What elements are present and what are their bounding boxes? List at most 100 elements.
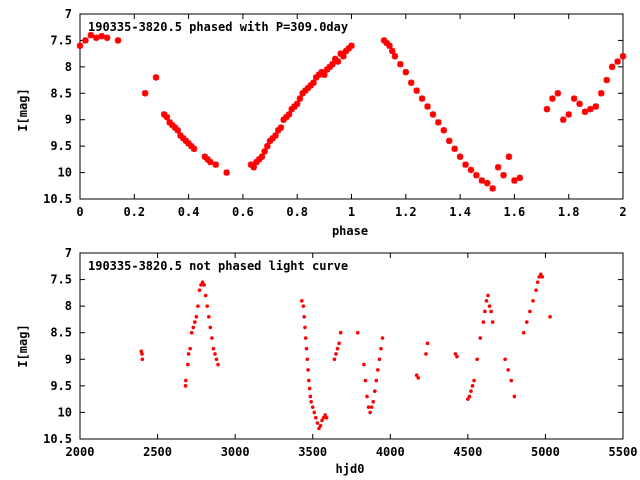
x-tick-label: 0.4	[178, 205, 200, 219]
data-point	[543, 105, 551, 113]
data-point	[197, 288, 202, 293]
data-point	[285, 111, 293, 118]
data-point	[310, 79, 317, 86]
x-tick-label: 3000	[221, 445, 250, 459]
data-point	[320, 418, 324, 423]
data-point	[525, 320, 529, 324]
data-point	[366, 405, 371, 409]
data-point	[506, 368, 510, 372]
chart-title: 190335-3820.5 phased with P=309.0day	[88, 20, 348, 34]
data-point	[210, 336, 214, 340]
data-point	[314, 415, 318, 420]
data-point	[429, 111, 437, 118]
data-point	[213, 352, 217, 356]
data-point	[540, 275, 545, 279]
data-point	[416, 376, 421, 380]
data-point	[365, 394, 369, 399]
y-tick-label: 10.5	[43, 432, 72, 446]
data-point	[614, 58, 621, 65]
data-point	[309, 400, 313, 404]
data-point	[332, 357, 337, 362]
data-point	[321, 71, 328, 78]
data-point	[374, 378, 379, 383]
x-tick-label: 5000	[531, 445, 560, 459]
y-tick-label: 9.5	[50, 139, 72, 153]
data-point	[565, 111, 572, 118]
data-point	[296, 95, 304, 102]
data-point	[202, 283, 206, 287]
y-tick-label: 10	[58, 166, 72, 180]
data-point	[196, 304, 200, 308]
data-point	[261, 148, 268, 155]
data-point	[489, 309, 493, 314]
data-point	[402, 68, 409, 76]
data-point	[98, 33, 105, 40]
x-tick-label: 5500	[609, 445, 638, 459]
phased-light-curve-panel: 0 0.2 0.4 0.6 0.8 1 1.2 1.4 1.6 1.8 2 7 7.5 8 8.5 9 9.5 1…	[16, 7, 627, 238]
data-point	[199, 283, 203, 287]
y-tick-label: 8	[65, 299, 72, 313]
data-point	[372, 389, 377, 393]
data-point	[467, 166, 475, 174]
data-point	[302, 314, 306, 319]
data-point	[548, 314, 552, 319]
data-point	[194, 314, 199, 319]
y-axis-label: I[mag]	[16, 88, 30, 131]
data-point	[509, 378, 514, 383]
y-tick-label: 10.5	[43, 192, 72, 206]
data-point	[494, 164, 502, 171]
y-tick-label: 8.5	[50, 86, 72, 100]
x-tick-label: 2000	[66, 445, 95, 459]
y-tick-label: 9.5	[50, 379, 72, 393]
x-tick-label: 2500	[143, 445, 172, 459]
x-axis-label: phase	[332, 224, 368, 238]
data-point	[483, 309, 487, 314]
data-point	[306, 368, 310, 372]
data-point	[581, 108, 589, 115]
data-point	[334, 352, 338, 356]
data-point	[321, 415, 326, 420]
data-point	[466, 397, 470, 401]
data-point	[205, 304, 210, 308]
x-tick-label: 0.2	[123, 205, 145, 219]
data-point	[103, 34, 111, 41]
data-point	[516, 174, 524, 182]
data-point	[307, 386, 312, 391]
data-point	[334, 58, 342, 65]
data-point	[413, 87, 420, 94]
data-point	[446, 137, 453, 145]
data-point	[451, 145, 458, 152]
y-tick-label: 7	[65, 246, 72, 260]
data-point	[141, 90, 149, 97]
data-point	[303, 325, 307, 330]
data-point	[408, 79, 415, 86]
x-tick-label: 4000	[376, 445, 405, 459]
data-point	[206, 314, 211, 319]
plot-frame	[79, 252, 624, 440]
data-point	[305, 357, 310, 362]
data-point	[377, 357, 382, 362]
data-point	[554, 90, 562, 97]
data-point	[362, 362, 366, 367]
data-point	[486, 293, 490, 298]
data-point	[489, 185, 496, 192]
x-tick-label: 0.6	[232, 205, 254, 219]
y-tick-label: 8.5	[50, 326, 72, 340]
data-point	[570, 95, 578, 102]
x-axis-label: hjd0	[336, 462, 365, 476]
data-point	[500, 172, 507, 179]
data-point	[258, 153, 266, 160]
data-point	[348, 42, 355, 49]
data-point	[475, 357, 479, 362]
x-tick-label: 1.8	[558, 205, 580, 219]
data-point	[369, 405, 374, 409]
data-point	[368, 410, 372, 415]
data-point	[216, 362, 220, 367]
data-point	[188, 346, 192, 351]
data-point	[312, 410, 317, 415]
data-point	[184, 378, 188, 383]
data-point	[484, 179, 491, 187]
data-point	[440, 127, 448, 134]
data-point	[208, 325, 213, 330]
data-point	[189, 330, 194, 335]
